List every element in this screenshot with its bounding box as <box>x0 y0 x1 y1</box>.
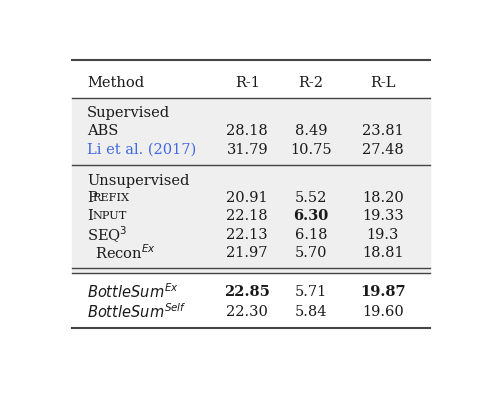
Bar <box>72 166 430 273</box>
Text: 5.84: 5.84 <box>295 304 328 318</box>
Text: NPUT: NPUT <box>93 211 127 221</box>
Text: 21.97: 21.97 <box>226 245 268 259</box>
Text: $\mathit{BottleSum}^{Ex}$: $\mathit{BottleSum}^{Ex}$ <box>87 282 179 301</box>
Text: 5.70: 5.70 <box>295 245 328 259</box>
Text: 19.33: 19.33 <box>362 209 404 223</box>
Text: 6.30: 6.30 <box>294 209 329 223</box>
Text: 19.3: 19.3 <box>366 227 399 241</box>
Text: ABS: ABS <box>87 123 119 138</box>
Text: 27.48: 27.48 <box>362 143 404 157</box>
Text: 18.81: 18.81 <box>362 245 403 259</box>
Text: 5.52: 5.52 <box>295 190 328 204</box>
Text: R-L: R-L <box>370 76 396 90</box>
Text: 31.79: 31.79 <box>226 143 268 157</box>
Text: Supervised: Supervised <box>87 106 170 120</box>
Text: Recon$^{Ex}$: Recon$^{Ex}$ <box>95 243 156 261</box>
Bar <box>72 99 430 166</box>
Text: REFIX: REFIX <box>93 192 130 202</box>
Text: 5.71: 5.71 <box>295 284 328 298</box>
Text: $\mathit{BottleSum}^{Self}$: $\mathit{BottleSum}^{Self}$ <box>87 301 187 320</box>
Text: 23.81: 23.81 <box>362 123 404 138</box>
Text: Method: Method <box>87 76 144 90</box>
Text: 10.75: 10.75 <box>291 143 332 157</box>
Text: 20.91: 20.91 <box>226 190 268 204</box>
Text: 22.85: 22.85 <box>224 284 270 298</box>
Text: 6.18: 6.18 <box>295 227 328 241</box>
Text: 22.18: 22.18 <box>226 209 268 223</box>
Text: 22.30: 22.30 <box>226 304 268 318</box>
Text: 28.18: 28.18 <box>226 123 268 138</box>
Text: Unsupervised: Unsupervised <box>87 173 190 188</box>
Text: P: P <box>87 190 97 204</box>
Text: Li et al. (2017): Li et al. (2017) <box>87 143 196 157</box>
Text: 22.13: 22.13 <box>226 227 268 241</box>
Text: SEQ$^3$: SEQ$^3$ <box>87 224 128 244</box>
Text: 19.87: 19.87 <box>360 284 406 298</box>
Text: R-1: R-1 <box>235 76 260 90</box>
Text: 18.20: 18.20 <box>362 190 404 204</box>
Text: 19.60: 19.60 <box>362 304 404 318</box>
Text: I: I <box>87 209 93 223</box>
Text: 8.49: 8.49 <box>295 123 328 138</box>
Text: R-2: R-2 <box>299 76 324 90</box>
